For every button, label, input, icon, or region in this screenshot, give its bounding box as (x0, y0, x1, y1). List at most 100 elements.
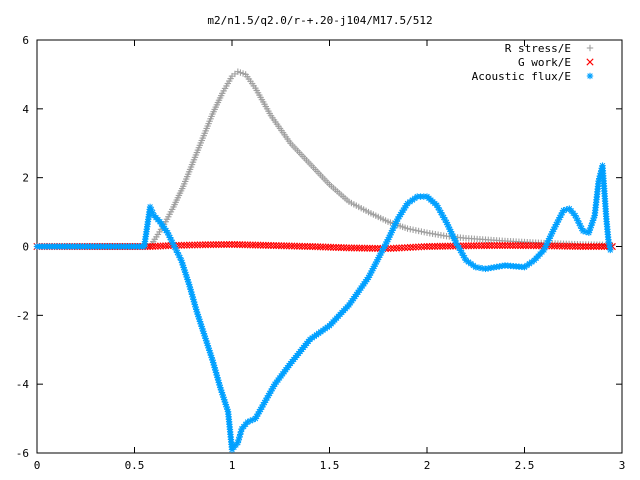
data-point (493, 241, 501, 250)
x-tick-label: 2 (424, 459, 431, 472)
data-point (395, 244, 403, 252)
data-point (355, 244, 363, 252)
data-point (290, 242, 298, 250)
data-point (231, 240, 239, 249)
data-point (296, 242, 304, 250)
data-point (199, 241, 207, 249)
data-point (465, 242, 473, 250)
data-point (496, 241, 504, 250)
data-point (193, 241, 202, 249)
data-point (584, 242, 592, 251)
data-point (301, 242, 309, 250)
data-point (436, 242, 444, 250)
data-point (262, 397, 269, 404)
legend-label: Acoustic flux/E (472, 70, 571, 83)
data-point (215, 241, 223, 249)
data-point (412, 243, 420, 251)
data-point (472, 242, 480, 250)
data-point (409, 243, 417, 251)
data-point (342, 244, 350, 252)
data-point (264, 241, 272, 249)
data-point (401, 244, 409, 252)
data-point (598, 242, 606, 251)
legend-marker (586, 72, 594, 80)
data-point (524, 242, 532, 250)
data-point (589, 217, 597, 224)
data-point (406, 243, 414, 251)
series-0 (146, 68, 616, 250)
data-point (270, 241, 278, 250)
data-point (353, 244, 361, 252)
data-point (441, 242, 449, 250)
x-tick-label: 0.5 (125, 459, 145, 472)
data-point (404, 225, 411, 232)
data-point (246, 241, 254, 249)
data-point (283, 242, 291, 250)
x-tick-label: 2.5 (515, 459, 535, 472)
data-point (550, 242, 558, 250)
data-point (275, 242, 283, 250)
y-tick-label: -6 (16, 447, 29, 460)
data-point (186, 283, 194, 291)
data-point (428, 242, 436, 250)
legend-entry: R stress/E (505, 42, 594, 55)
y-tick-label: -4 (16, 378, 30, 391)
data-point (423, 242, 431, 251)
data-point (563, 242, 571, 250)
data-point (358, 244, 366, 252)
data-point (421, 228, 428, 236)
data-point (504, 241, 512, 250)
data-point (582, 242, 590, 251)
data-point (288, 242, 296, 250)
data-point (261, 399, 268, 406)
data-point (409, 226, 417, 233)
data-point (418, 228, 425, 235)
data-point (587, 242, 595, 251)
data-point (569, 242, 577, 250)
data-point (387, 244, 395, 253)
data-point (607, 246, 614, 254)
data-point (236, 241, 244, 249)
x-tick-label: 1.5 (320, 459, 340, 472)
data-point (530, 242, 538, 250)
y-tick-label: 0 (22, 241, 29, 254)
data-point (350, 244, 358, 252)
data-point (506, 241, 514, 250)
data-point (522, 242, 530, 250)
data-point (392, 244, 400, 252)
data-point (371, 244, 379, 252)
data-point (433, 242, 441, 250)
data-point (260, 401, 267, 409)
data-point (254, 241, 262, 249)
data-point (298, 242, 306, 250)
data-point (225, 240, 233, 249)
data-point (483, 242, 491, 250)
data-point (420, 243, 428, 251)
data-point (407, 225, 414, 233)
data-point (527, 242, 535, 250)
data-point (553, 242, 561, 250)
data-point (535, 242, 543, 250)
data-point (403, 243, 412, 252)
data-point (209, 241, 217, 249)
data-point (366, 272, 373, 279)
data-point (509, 241, 517, 250)
legend-marker (586, 58, 594, 66)
data-point (191, 241, 199, 249)
data-point (595, 242, 603, 251)
x-tick-label: 3 (619, 459, 626, 472)
data-point (517, 242, 525, 250)
data-point (426, 242, 434, 251)
data-point (519, 242, 527, 250)
data-point (561, 242, 569, 250)
data-point (207, 241, 215, 249)
data-point (478, 242, 486, 250)
data-point (366, 244, 374, 252)
data-point (462, 242, 470, 250)
data-point (467, 242, 475, 250)
data-point (480, 242, 488, 250)
data-point (217, 240, 225, 249)
data-point (348, 244, 356, 252)
data-point (251, 241, 259, 249)
